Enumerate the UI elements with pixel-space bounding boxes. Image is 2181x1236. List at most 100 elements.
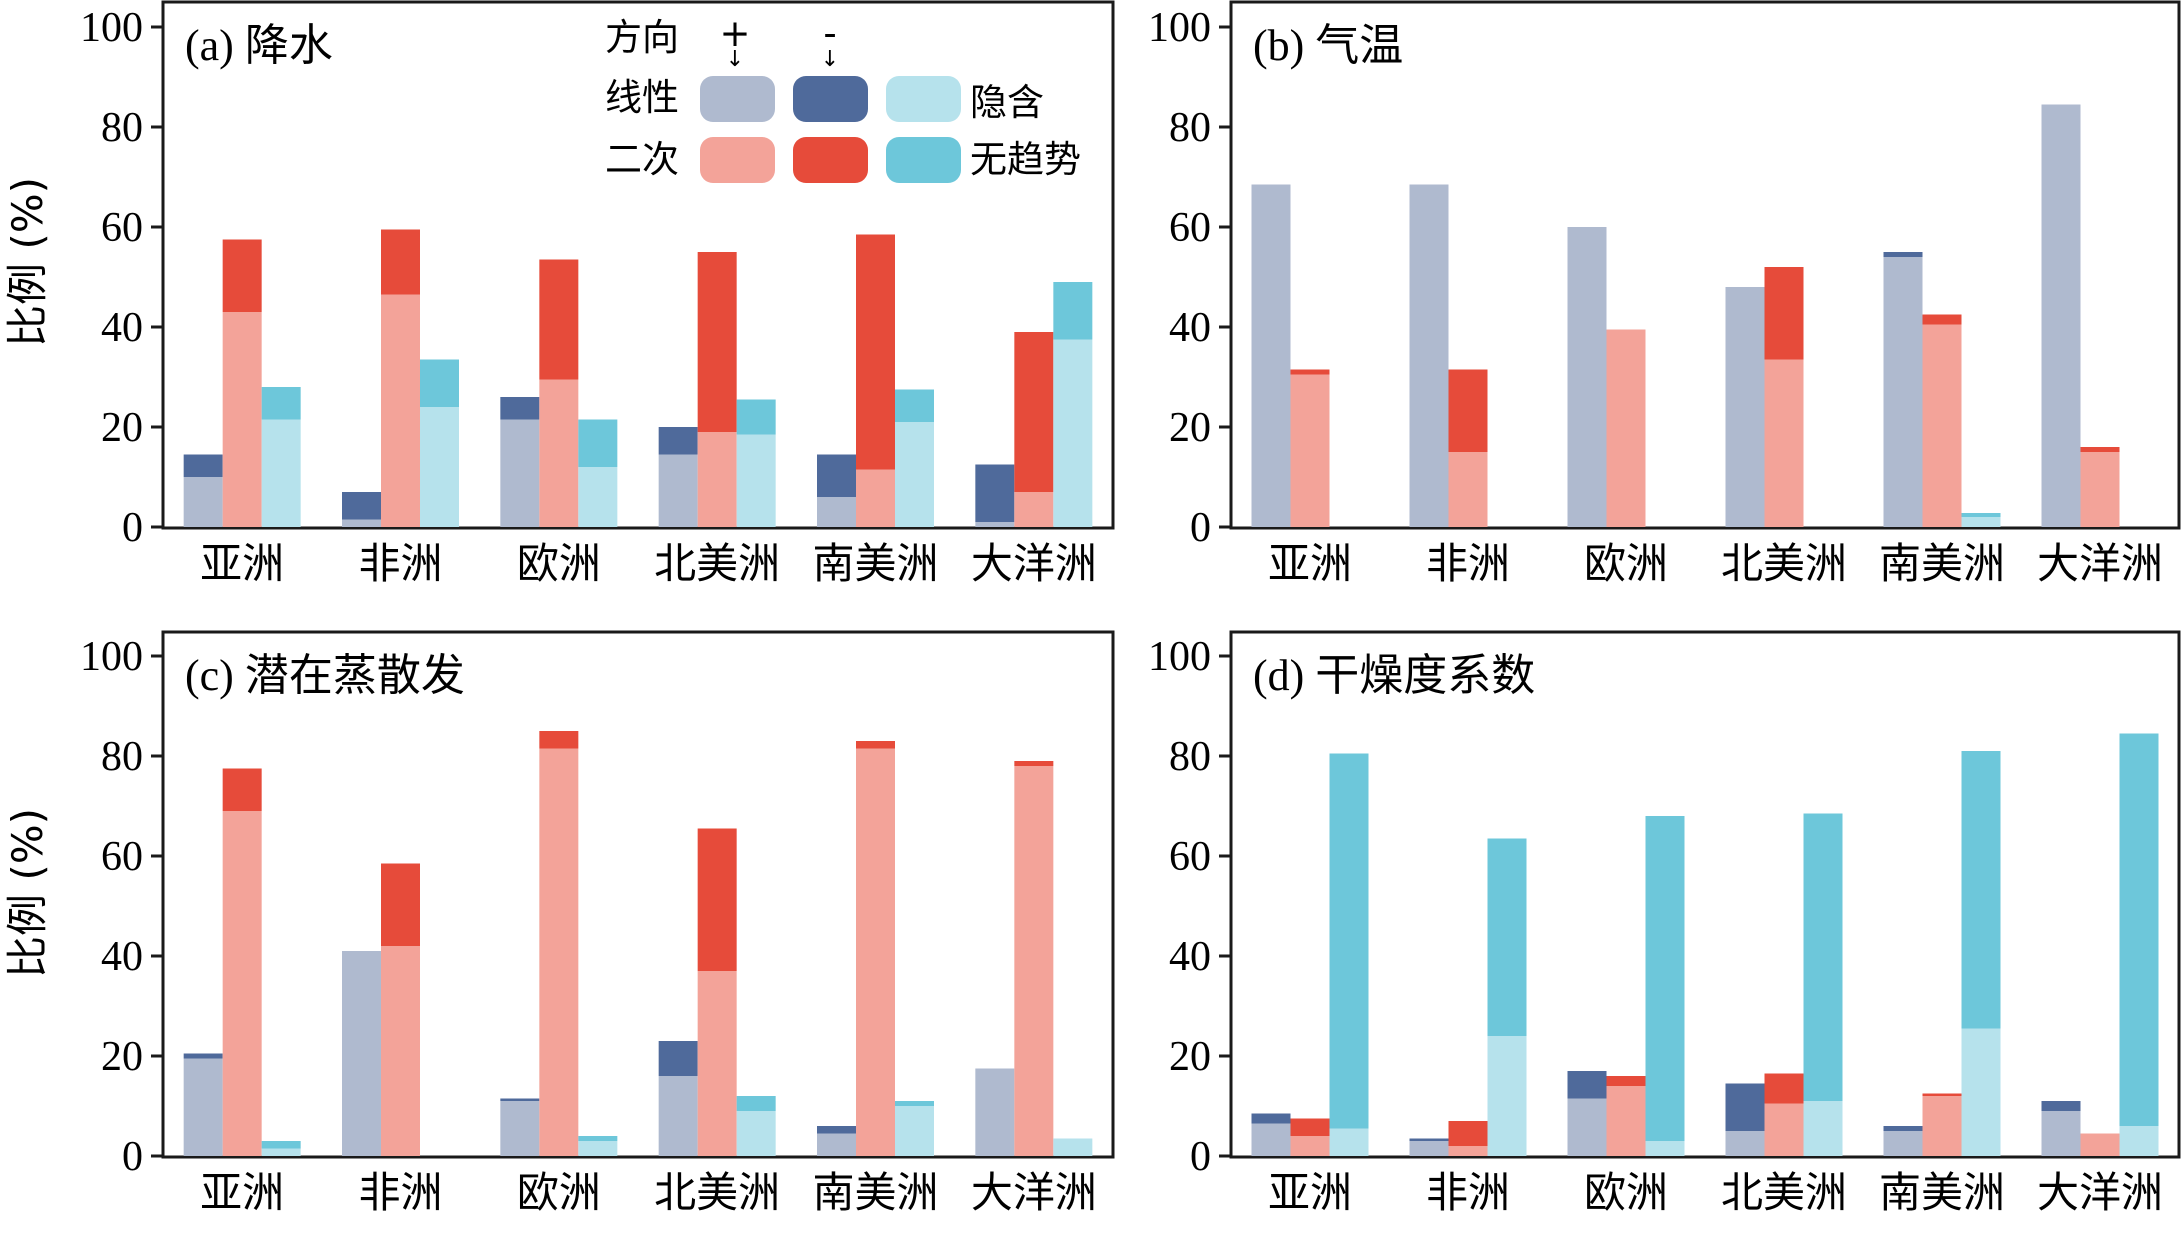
bar-quadratic-pos xyxy=(856,469,895,527)
bar-linear-pos xyxy=(183,477,223,527)
bar-linear-pos xyxy=(658,454,698,527)
y-tick-label: 40 xyxy=(101,305,143,351)
bar-quadratic-pos xyxy=(2080,1133,2120,1156)
bar-implicit xyxy=(1053,339,1093,527)
x-tick-label: 大洋洲 xyxy=(971,1168,1097,1217)
bar-linear-pos xyxy=(658,1076,698,1156)
x-tick-label: 非洲 xyxy=(1426,1168,1510,1217)
bar-linear-neg xyxy=(658,427,698,455)
bar-no-trend xyxy=(1053,282,1093,340)
x-tick-label: 欧洲 xyxy=(517,1168,601,1217)
bar-linear-neg xyxy=(2041,1101,2081,1111)
panel-title: (d) 干燥度系数 xyxy=(1253,651,1535,700)
bar-linear-pos xyxy=(1883,257,1923,527)
bar-no-trend xyxy=(1645,816,1685,1141)
x-tick-label: 南美洲 xyxy=(812,1168,938,1217)
bar-quadratic-neg xyxy=(1290,369,1330,375)
x-tick-label: 非洲 xyxy=(358,539,442,588)
bar-quadratic-neg xyxy=(856,234,895,470)
y-tick-label: 60 xyxy=(1169,205,1211,251)
bar-quadratic-pos xyxy=(381,946,420,1156)
x-tick-label: 大洋洲 xyxy=(2037,539,2163,588)
bar-quadratic-pos xyxy=(222,312,262,527)
y-tick-label: 100 xyxy=(1148,634,1211,680)
x-tick-label: 北美洲 xyxy=(654,1168,780,1217)
bar-quadratic-neg xyxy=(1014,332,1054,492)
bar-quadratic-pos xyxy=(1606,329,1646,527)
bar-quadratic-neg xyxy=(1764,267,1804,360)
bar-quadratic-neg xyxy=(697,828,737,971)
bar-linear-pos xyxy=(2041,104,2081,527)
bar-linear-pos xyxy=(975,522,1015,527)
panel-title: (c) 潜在蒸散发 xyxy=(185,651,465,700)
y-tick-label: 40 xyxy=(1169,305,1211,351)
bar-implicit xyxy=(420,407,459,527)
legend-swatch-linear-pos xyxy=(700,76,775,122)
bar-implicit xyxy=(1487,1036,1527,1156)
x-tick-label: 南美洲 xyxy=(1879,1168,2005,1217)
bar-linear-neg xyxy=(500,397,540,420)
bar-quadratic-neg xyxy=(1764,1073,1804,1104)
bar-implicit xyxy=(2119,1126,2159,1156)
bar-quadratic-neg xyxy=(1922,1093,1962,1096)
bar-quadratic-pos xyxy=(1448,452,1488,527)
bar-quadratic-neg xyxy=(381,863,420,946)
y-tick-label: 100 xyxy=(1148,5,1211,51)
bar-no-trend xyxy=(420,359,459,407)
bar-no-trend xyxy=(1803,813,1843,1101)
legend-no-trend-label: 无趋势 xyxy=(970,138,1081,181)
y-tick-label: 80 xyxy=(1169,734,1211,780)
bar-linear-pos xyxy=(1409,184,1449,527)
bar-linear-pos xyxy=(1725,287,1765,527)
legend-arrow-icon: ↓ xyxy=(726,47,744,72)
bar-implicit xyxy=(895,1106,934,1156)
bar-quadratic-pos xyxy=(856,748,895,1156)
bar-linear-pos xyxy=(1251,184,1291,527)
x-tick-label: 欧洲 xyxy=(1584,1168,1668,1217)
bar-linear-pos xyxy=(817,497,856,527)
bar-implicit xyxy=(1645,1141,1685,1156)
bar-quadratic-pos xyxy=(697,432,737,527)
bar-quadratic-pos xyxy=(1764,359,1804,527)
bar-implicit xyxy=(578,1141,618,1156)
bar-quadratic-pos xyxy=(539,748,579,1156)
bar-quadratic-pos xyxy=(1764,1103,1804,1156)
bar-linear-pos xyxy=(1567,1098,1607,1156)
bar-linear-pos xyxy=(1883,1131,1923,1156)
plot-frame xyxy=(161,0,1115,530)
panel-title: (b) 气温 xyxy=(1253,21,1403,70)
bar-linear-pos xyxy=(500,1101,540,1156)
bar-quadratic-neg xyxy=(1606,1076,1646,1086)
legend-quadratic-label: 二次 xyxy=(605,138,679,181)
bar-quadratic-pos xyxy=(1922,324,1962,527)
bar-linear-neg xyxy=(1567,1071,1607,1099)
bar-implicit xyxy=(261,1148,301,1156)
bar-quadratic-neg xyxy=(1922,314,1962,325)
bar-quadratic-neg xyxy=(2080,447,2120,452)
y-tick-label: 20 xyxy=(101,1034,143,1080)
bar-quadratic-pos xyxy=(1014,766,1054,1156)
bar-implicit xyxy=(895,422,934,527)
bar-quadratic-neg xyxy=(1290,1118,1330,1136)
legend-plus-label: + xyxy=(719,12,750,55)
bar-linear-pos xyxy=(975,1068,1015,1156)
y-tick-label: 0 xyxy=(1190,505,1211,551)
y-tick-label: 40 xyxy=(1169,934,1211,980)
bar-no-trend xyxy=(736,1096,776,1111)
bar-quadratic-neg xyxy=(856,741,895,749)
bar-no-trend xyxy=(1961,751,2001,1029)
bar-implicit xyxy=(1961,517,2001,527)
bar-no-trend xyxy=(1329,753,1369,1129)
bar-quadratic-neg xyxy=(539,731,579,749)
y-tick-label: 60 xyxy=(101,834,143,880)
y-tick-label: 80 xyxy=(101,734,143,780)
x-tick-label: 南美洲 xyxy=(812,539,938,588)
bar-implicit xyxy=(736,434,776,527)
bar-no-trend xyxy=(1961,513,2001,517)
y-tick-label: 60 xyxy=(1169,834,1211,880)
panel-title: (a) 降水 xyxy=(185,21,333,70)
bar-linear-neg xyxy=(500,1098,540,1101)
bar-no-trend xyxy=(895,1101,934,1106)
